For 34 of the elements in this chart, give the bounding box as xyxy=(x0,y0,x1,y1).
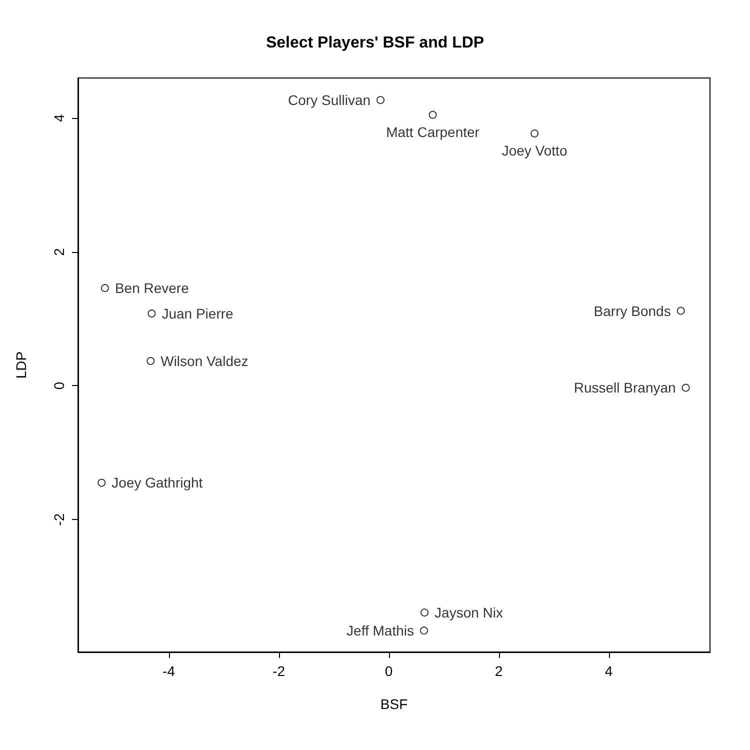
chart-title: Select Players' BSF and LDP xyxy=(266,34,484,52)
data-label: Wilson Valdez xyxy=(160,352,248,369)
point xyxy=(428,110,437,119)
x-axis-title: BSF xyxy=(380,696,408,712)
data-label: Barry Bonds xyxy=(594,302,671,319)
point xyxy=(420,608,429,617)
data-label: Joey Gathright xyxy=(112,474,203,491)
y-axis-title: LDP xyxy=(13,351,29,379)
data-label: Ben Revere xyxy=(114,280,190,296)
y-tick-label: -2 xyxy=(51,513,67,526)
data-label: Matt Carpenter xyxy=(386,124,480,140)
data-label: Jeff Mathis xyxy=(346,622,414,639)
data-label: Juan Pierre xyxy=(162,305,234,322)
x-tick-label: 0 xyxy=(384,663,393,679)
point xyxy=(682,384,690,392)
x-tick-label: -4 xyxy=(162,663,176,679)
point xyxy=(146,356,155,365)
data-label: Jayson Nix xyxy=(434,604,503,621)
point xyxy=(376,96,385,104)
data-label: Cory Sullivan xyxy=(288,92,371,108)
point xyxy=(98,478,106,487)
y-tick-label: 0 xyxy=(51,382,67,390)
point xyxy=(676,306,685,315)
x-tick-label: -2 xyxy=(272,663,286,679)
y-tick-label: 4 xyxy=(51,114,67,122)
point xyxy=(420,626,428,635)
x-tick-label: 2 xyxy=(494,663,503,679)
x-tick-label: 4 xyxy=(604,663,613,679)
data-label: Russell Branyan xyxy=(574,380,676,396)
point xyxy=(100,284,109,292)
y-tick-label: 2 xyxy=(51,248,67,256)
data-label: Joey Votto xyxy=(502,142,568,159)
point xyxy=(530,130,539,138)
point xyxy=(148,309,156,318)
